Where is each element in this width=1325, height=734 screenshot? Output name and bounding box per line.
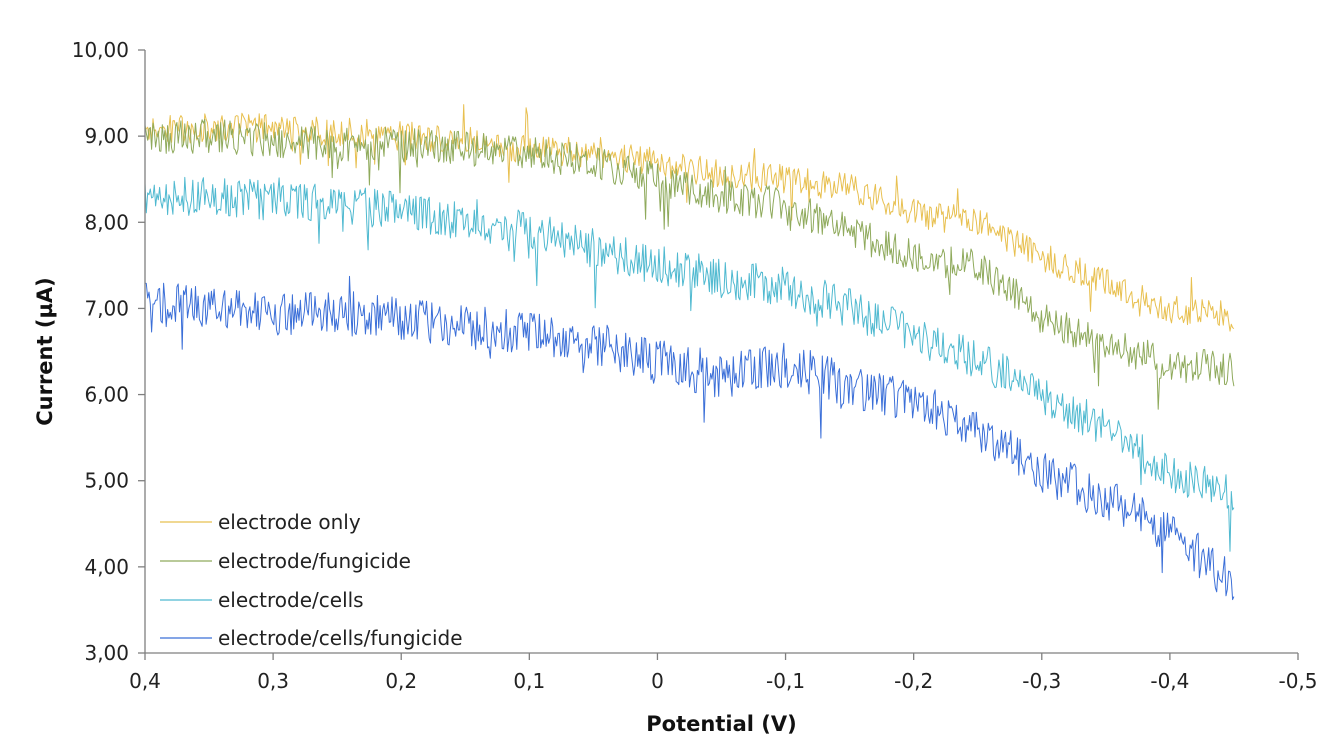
legend-label: electrode/cells/fungicide bbox=[218, 626, 463, 650]
y-tick-label: 8,00 bbox=[84, 210, 129, 234]
y-tick-label: 7,00 bbox=[84, 296, 129, 320]
series-line-4 bbox=[144, 275, 1235, 601]
x-tick-label: 0 bbox=[651, 669, 664, 693]
x-tick-label: 0,1 bbox=[513, 669, 545, 693]
legend-label: electrode/fungicide bbox=[218, 549, 411, 573]
y-axis-ticks: 3,00 4,00 5,00 6,00 7,00 8,00 9,00 10,00 bbox=[72, 38, 145, 665]
x-tick-label: 0,2 bbox=[385, 669, 417, 693]
legend: electrode only electrode/fungicide electro… bbox=[160, 510, 463, 650]
legend-label: electrode/cells bbox=[218, 588, 364, 612]
series-group bbox=[144, 104, 1235, 601]
series-line-1 bbox=[144, 104, 1235, 332]
x-tick-label: 0,3 bbox=[257, 669, 289, 693]
legend-label: electrode only bbox=[218, 510, 361, 534]
y-tick-label: 3,00 bbox=[84, 641, 129, 665]
x-tick-label: -0,4 bbox=[1150, 669, 1189, 693]
x-axis-title: Potential (V) bbox=[646, 712, 796, 734]
y-tick-label: 10,00 bbox=[72, 38, 129, 62]
x-tick-label: -0,5 bbox=[1278, 669, 1317, 693]
y-axis-title: Current (µA) bbox=[33, 277, 57, 426]
series-line-2 bbox=[144, 118, 1235, 410]
x-tick-label: -0,2 bbox=[894, 669, 933, 693]
x-axis-ticks: 0,4 0,3 0,2 0,1 0 -0,1 -0,2 -0,3 -0,4 -0,5 bbox=[129, 653, 1318, 693]
y-tick-label: 9,00 bbox=[84, 124, 129, 148]
x-tick-label: 0,4 bbox=[129, 669, 161, 693]
x-tick-label: -0,1 bbox=[766, 669, 805, 693]
y-tick-label: 5,00 bbox=[84, 469, 129, 493]
y-tick-label: 6,00 bbox=[84, 383, 129, 407]
series-line-3 bbox=[144, 176, 1235, 552]
x-tick-label: -0,3 bbox=[1022, 669, 1061, 693]
y-tick-label: 4,00 bbox=[84, 555, 129, 579]
